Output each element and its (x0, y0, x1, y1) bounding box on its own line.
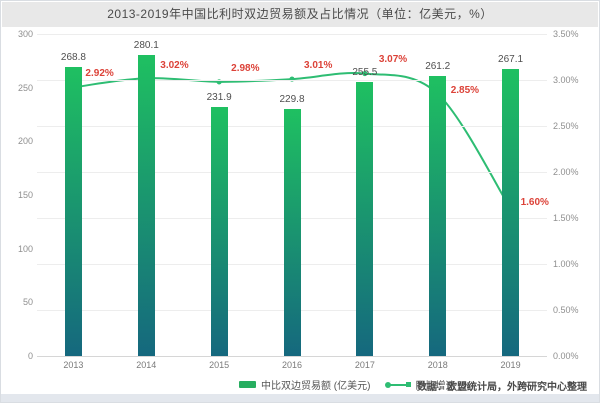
axis-tick-right: 3.00% (553, 75, 579, 85)
bar-value-label: 268.8 (60, 52, 86, 64)
pct-label: 3.01% (304, 60, 333, 72)
bar-value-label: 261.2 (425, 60, 451, 72)
bar (356, 81, 374, 356)
axis-tick-left: 50 (22, 297, 33, 308)
axis-tick-left: 150 (17, 190, 33, 200)
axis-tick-right: 2.00% (553, 167, 579, 177)
x-axis-label: 2016 (281, 360, 303, 370)
x-axis-label: 2019 (500, 360, 521, 370)
pct-label: 3.02% (160, 60, 189, 72)
pct-label: 2.92% (85, 68, 114, 80)
x-axis-label: 2017 (354, 360, 375, 370)
axis-tick-right: 3.50% (553, 29, 579, 39)
bar (64, 67, 82, 356)
axis-tick-right: 0.50% (553, 305, 579, 315)
x-axis-label: 2014 (136, 360, 157, 370)
bar (210, 107, 228, 356)
bar (137, 55, 155, 356)
legend-item-line: 同比增速 (%) (385, 377, 474, 392)
axis-tick-left: 0 (27, 351, 33, 361)
bar (429, 75, 447, 356)
bottom-strip (1, 394, 599, 402)
bar-value-label: 255.5 (352, 66, 378, 78)
axis-tick-right: 1.00% (553, 259, 579, 269)
gridline (37, 356, 547, 357)
bar (283, 109, 301, 356)
axis-tick-right: 1.50% (553, 213, 579, 223)
axis-tick-left: 250 (17, 82, 33, 93)
bar-value-label: 267.1 (498, 54, 524, 66)
bar-value-label: 229.8 (279, 94, 305, 106)
gridline (37, 34, 547, 35)
axis-tick-right: 0.00% (553, 351, 579, 361)
line-legend-marker-icon (385, 381, 412, 388)
pct-label: 1.60% (520, 196, 549, 208)
x-axis-label: 2018 (427, 360, 448, 370)
bar-value-label: 280.1 (133, 40, 159, 52)
bar (502, 69, 520, 356)
line-legend-label: 同比增速 (%) (415, 381, 474, 392)
axis-tick-left: 200 (17, 136, 33, 147)
bar-value-label: 231.9 (206, 92, 232, 104)
legend: 中比双边贸易额 (亿美元) 同比增速 (%) (239, 377, 474, 392)
chart-title: 2013-2019年中国比利时双边贸易额及占比情况（单位：亿美元，%） (2, 2, 598, 27)
data-source: 数据：欧盟统计局，外跨研究中心整理 (417, 382, 587, 393)
axis-tick-left: 300 (17, 29, 33, 39)
pct-label: 3.07% (378, 53, 408, 65)
x-axis-label: 2015 (209, 360, 230, 370)
axis-tick-right: 2.50% (553, 121, 579, 131)
pct-label: 2.85% (450, 84, 480, 96)
x-axis-label: 2013 (63, 360, 84, 370)
gridline (37, 80, 547, 81)
pct-label: 2.98% (231, 62, 260, 74)
bar-legend-label: 中比双边贸易额 (亿美元) (261, 381, 371, 392)
bar-legend-swatch-icon (239, 381, 256, 388)
legend-item-bars: 中比双边贸易额 (亿美元) (239, 377, 370, 392)
axis-tick-left: 100 (17, 243, 33, 254)
